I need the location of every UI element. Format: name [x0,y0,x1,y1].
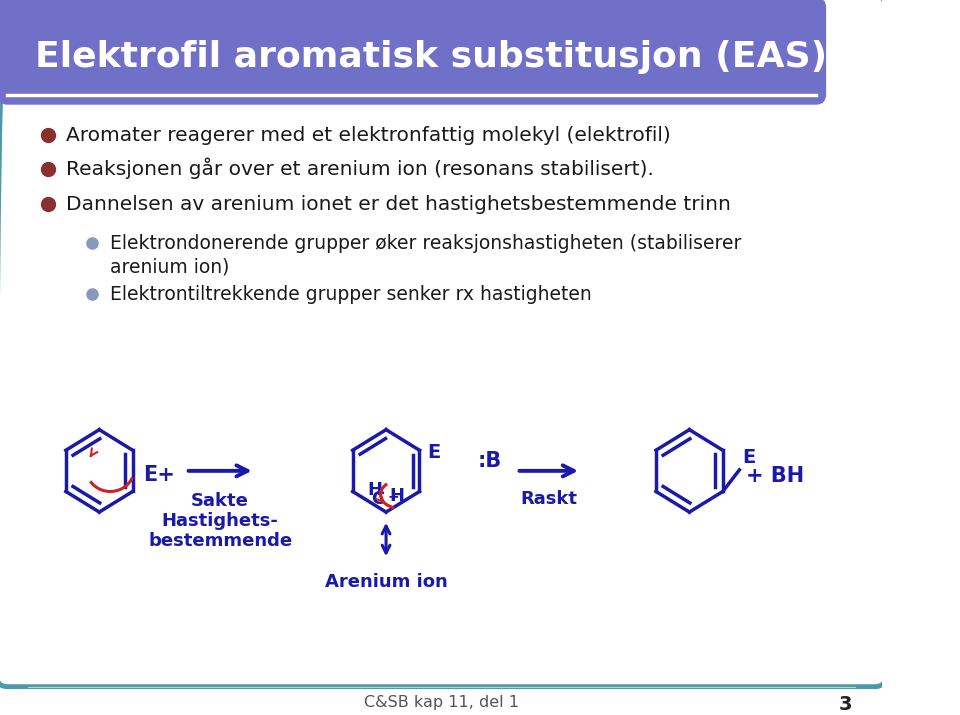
Text: bestemmende: bestemmende [148,532,292,550]
Text: Elektrontiltrekkende grupper senker rx hastigheten: Elektrontiltrekkende grupper senker rx h… [110,285,592,304]
Text: E: E [742,448,756,467]
Text: :B: :B [478,451,502,471]
Text: Sakte: Sakte [191,493,249,511]
Text: Elektrondonerende grupper øker reaksjonshastigheten (stabiliserer: Elektrondonerende grupper øker reaksjons… [110,234,742,253]
Text: Arenium ion: Arenium ion [324,573,447,591]
Text: C&SB kap 11, del 1: C&SB kap 11, del 1 [364,694,518,709]
Text: H: H [368,481,382,500]
Text: arenium ion): arenium ion) [110,257,229,276]
Text: Aromater reagerer med et elektronfattig molekyl (elektrofil): Aromater reagerer med et elektronfattig … [66,126,671,145]
Text: Hastighets-: Hastighets- [161,512,278,530]
FancyBboxPatch shape [0,0,826,104]
Text: + BH: + BH [746,465,804,485]
Text: H: H [390,488,404,506]
Text: Raskt: Raskt [520,490,577,508]
Text: Dannelsen av arenium ionet er det hastighetsbestemmende trinn: Dannelsen av arenium ionet er det hastig… [66,194,732,214]
Text: C: C [371,490,384,508]
Text: Reaksjonen går over et arenium ion (resonans stabilisert).: Reaksjonen går over et arenium ion (reso… [66,158,654,179]
Text: E+: E+ [143,465,176,485]
Text: 3: 3 [839,694,852,714]
Text: +: + [388,490,399,504]
Text: E: E [427,443,440,462]
Text: Elektrofil aromatisk substitusjon (EAS): Elektrofil aromatisk substitusjon (EAS) [35,40,828,74]
